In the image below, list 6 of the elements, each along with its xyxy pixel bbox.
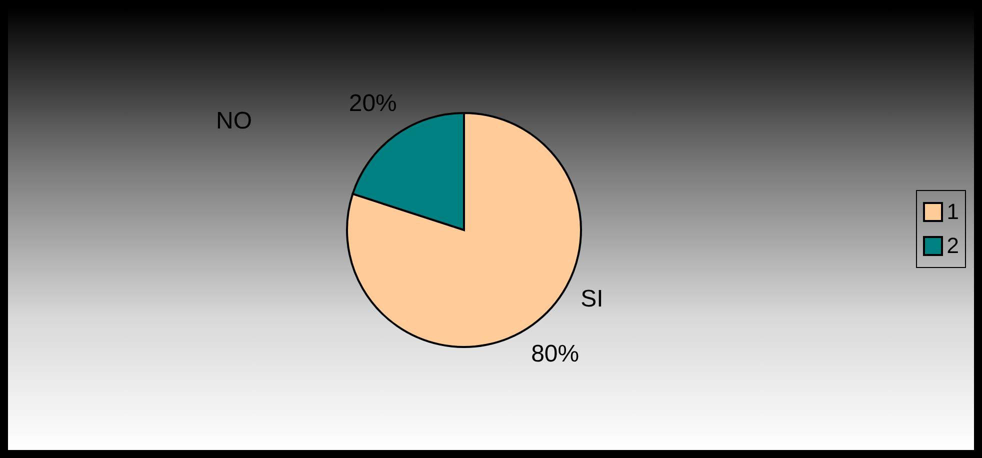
data-label: 80% <box>531 340 580 368</box>
data-label: 20% <box>348 90 397 117</box>
text: SI <box>580 285 604 312</box>
text: NO <box>216 107 252 134</box>
legend-label: 2 <box>946 233 959 259</box>
legend-label: 1 <box>946 199 959 225</box>
